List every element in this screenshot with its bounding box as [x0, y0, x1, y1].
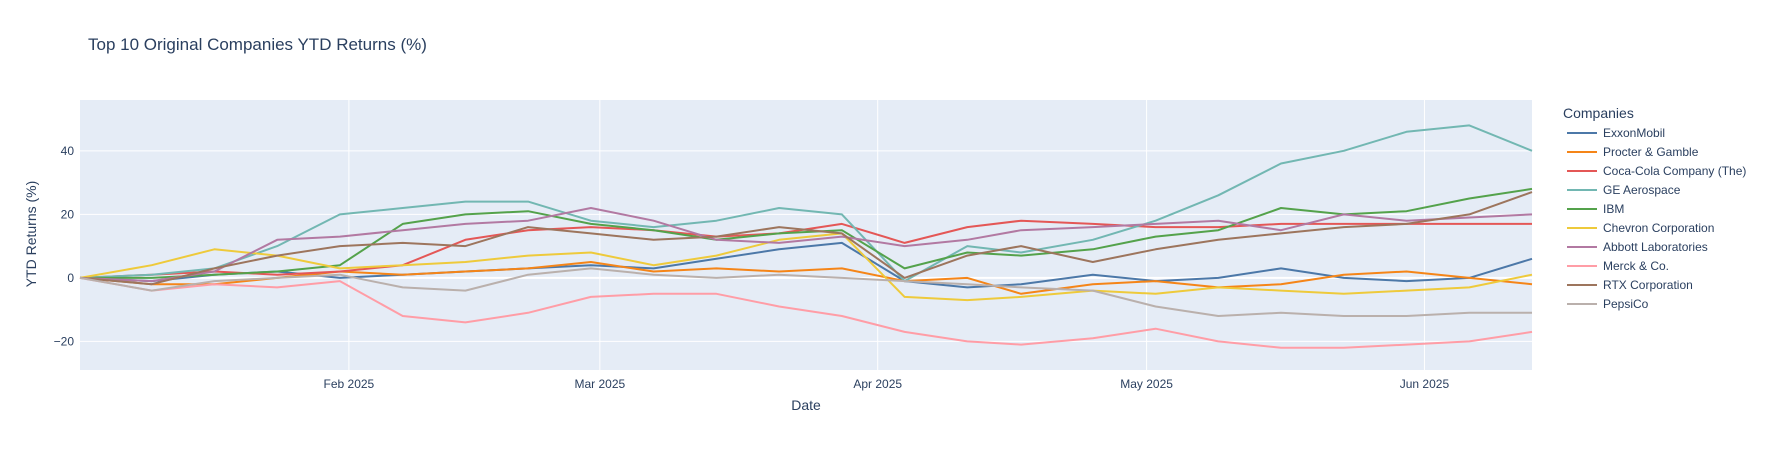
- series-line: [79, 219, 1532, 279]
- grid-lines: [80, 100, 1532, 370]
- x-axis-label: Date: [791, 397, 821, 413]
- legend-entry: Procter & Gamble: [1603, 145, 1699, 159]
- y-tick-label: −20: [54, 334, 75, 348]
- legend-entry: ExxonMobil: [1603, 126, 1665, 140]
- series-line: [79, 276, 1533, 349]
- legend-entry: PepsiCo: [1603, 297, 1649, 311]
- series-line: [79, 267, 1532, 317]
- series-line: [79, 191, 1533, 286]
- legend-entry: Abbott Laboratories: [1603, 240, 1708, 254]
- series-lines: [79, 124, 1533, 349]
- series-line: [79, 241, 1533, 289]
- legend: Companies ExxonMobil Procter & Gamble Coca…: [1563, 105, 1746, 311]
- legend-entry: Merck & Co.: [1603, 259, 1669, 273]
- x-tick-label: Feb 2025: [324, 377, 375, 391]
- plot-area: [80, 100, 1532, 370]
- legend-entry: Chevron Corporation: [1603, 221, 1714, 235]
- legend-entry: IBM: [1603, 202, 1624, 216]
- legend-entry: Coca-Cola Company (The): [1603, 164, 1746, 178]
- chart-title: Top 10 Original Companies YTD Returns (%…: [88, 35, 427, 54]
- series-line: [79, 124, 1533, 283]
- x-tick-label: Apr 2025: [853, 377, 902, 391]
- y-axis-label: YTD Returns (%): [23, 181, 39, 288]
- y-tick-label: 0: [67, 271, 74, 285]
- x-axis-ticks: Feb 2025 Mar 2025 Apr 2025 May 2025 Jun 2025: [324, 377, 1450, 391]
- legend-entry: RTX Corporation: [1603, 278, 1693, 292]
- series-line: [79, 207, 1533, 283]
- series-line: [79, 232, 1533, 302]
- y-tick-label: 40: [61, 144, 75, 158]
- legend-entry: GE Aerospace: [1603, 183, 1681, 197]
- y-tick-label: 20: [61, 207, 75, 221]
- x-tick-label: Mar 2025: [575, 377, 626, 391]
- legend-title: Companies: [1563, 105, 1634, 121]
- x-tick-label: Jun 2025: [1400, 377, 1450, 391]
- y-axis-ticks: −20 0 20 40: [54, 144, 75, 349]
- x-tick-label: May 2025: [1120, 377, 1173, 391]
